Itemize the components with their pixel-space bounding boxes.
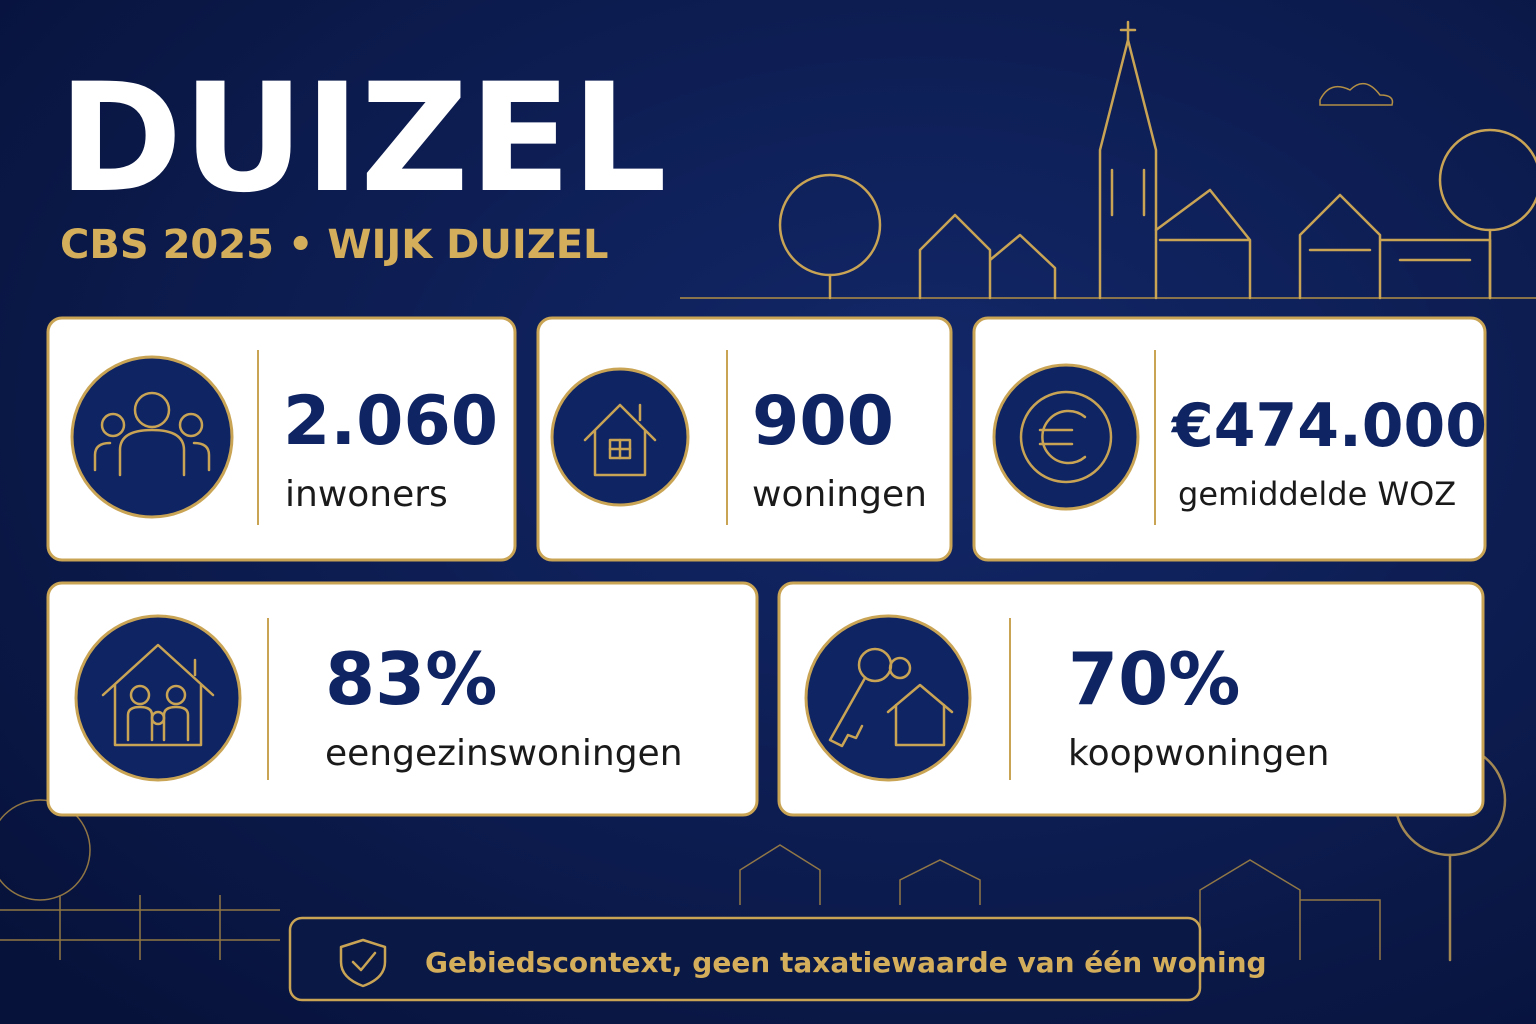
- stat-value: €474.000: [1170, 391, 1487, 461]
- footer-note-box: Gebiedscontext, geen taxatiewaarde van é…: [288, 916, 1267, 1002]
- stat-card: 2.060 inwoners: [46, 316, 517, 562]
- stat-card: €474.000 gemiddelde WOZ: [972, 316, 1487, 562]
- stat-card: 83% eengezinswoningen: [46, 581, 759, 817]
- stat-card: 70% koopwoningen: [777, 581, 1485, 817]
- footer-note: Gebiedscontext, geen taxatiewaarde van é…: [425, 946, 1267, 979]
- stat-label: inwoners: [285, 474, 448, 515]
- stat-label: eengezinswoningen: [325, 733, 683, 774]
- stat-label: gemiddelde WOZ: [1178, 475, 1456, 513]
- stat-label: koopwoningen: [1068, 733, 1329, 774]
- village-illustration: [680, 20, 1536, 300]
- stat-value: 83%: [325, 637, 497, 721]
- stat-label: woningen: [752, 474, 927, 515]
- stat-card: 900 woningen: [536, 316, 953, 562]
- stat-value: 2.060: [283, 382, 498, 461]
- subtitle: CBS 2025 • WIJK DUIZEL: [60, 222, 609, 268]
- title: DUIZEL: [58, 52, 667, 226]
- stat-value: 900: [752, 382, 894, 461]
- stat-value: 70%: [1068, 637, 1240, 721]
